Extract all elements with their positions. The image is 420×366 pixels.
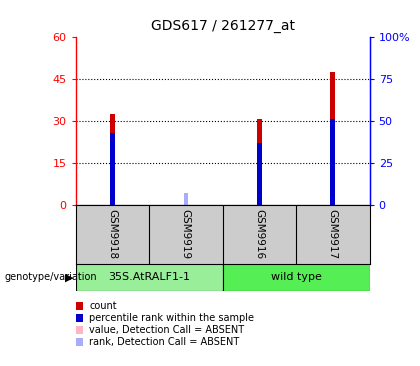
Bar: [110, 114, 115, 205]
Text: GSM9919: GSM9919: [181, 209, 191, 259]
Bar: [184, 202, 188, 205]
Text: GSM9916: GSM9916: [255, 209, 264, 259]
Bar: [330, 119, 336, 205]
Bar: [184, 193, 188, 205]
Bar: [223, 264, 370, 291]
Text: percentile rank within the sample: percentile rank within the sample: [89, 313, 254, 323]
Bar: [330, 72, 336, 205]
Text: GSM9918: GSM9918: [108, 209, 117, 259]
Title: GDS617 / 261277_at: GDS617 / 261277_at: [151, 19, 294, 33]
Text: ▶: ▶: [65, 272, 73, 282]
Bar: [257, 143, 262, 205]
Text: rank, Detection Call = ABSENT: rank, Detection Call = ABSENT: [89, 337, 239, 347]
Text: GSM9917: GSM9917: [328, 209, 338, 259]
Bar: [257, 119, 262, 205]
Text: value, Detection Call = ABSENT: value, Detection Call = ABSENT: [89, 325, 244, 335]
Text: genotype/variation: genotype/variation: [4, 272, 97, 282]
Text: 35S.AtRALF1-1: 35S.AtRALF1-1: [108, 272, 190, 282]
Text: count: count: [89, 300, 117, 311]
Text: wild type: wild type: [270, 272, 322, 282]
Bar: [110, 132, 115, 205]
Bar: [76, 264, 223, 291]
